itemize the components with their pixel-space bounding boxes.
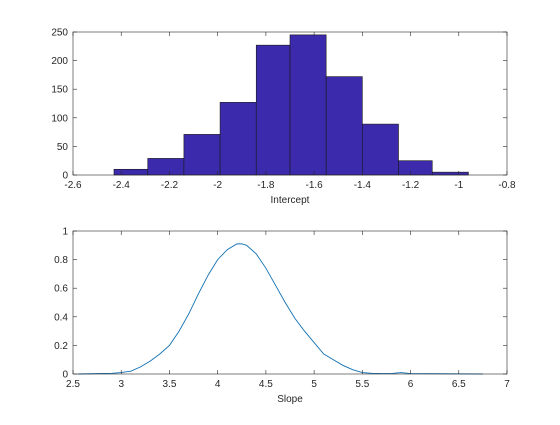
x-tick-label: 2.5 xyxy=(66,379,80,390)
x-tick-label: -2.4 xyxy=(113,180,131,191)
x-tick-label: 5.5 xyxy=(355,379,369,390)
histogram-bar xyxy=(255,44,291,176)
x-tick-label: 3 xyxy=(118,379,124,390)
y-tick-label: 1 xyxy=(62,227,68,238)
x-axis-label: Slope xyxy=(277,394,303,405)
x-tick-label: -2.2 xyxy=(161,180,179,191)
x-tick-label: -1.6 xyxy=(305,180,323,191)
x-tick-label: 6.5 xyxy=(452,379,466,390)
x-axis-label: Intercept xyxy=(271,195,310,206)
y-tick-label: 0.2 xyxy=(54,341,68,352)
axes-box xyxy=(72,31,508,176)
x-tick-label: 4.5 xyxy=(259,379,273,390)
histogram-bar xyxy=(219,102,257,176)
x-tick-label: 5 xyxy=(311,379,317,390)
y-tick-label: 150 xyxy=(51,85,68,96)
x-tick-label: 6 xyxy=(408,379,414,390)
y-tick-label: 200 xyxy=(51,56,68,67)
axes-2: 2.5 3 3.5 4 4.5 5 5.5 6 6.5 7 0 0.2 0.4 0.6 0.8 1 Slope xyxy=(54,227,510,406)
y-tick-label: 0 xyxy=(62,171,68,182)
density-line xyxy=(77,243,483,375)
x-tick-label: 7 xyxy=(504,379,510,390)
y-tick-label: 0.8 xyxy=(54,255,68,266)
x-tick-label: -1.8 xyxy=(257,180,275,191)
x-tick-label: -0.8 xyxy=(498,180,516,191)
x-tick-label: -1.2 xyxy=(402,180,420,191)
x-tick-label: 4 xyxy=(215,379,221,390)
histogram-bar xyxy=(362,123,399,176)
y-tick-label: 0.6 xyxy=(54,284,68,295)
x-tick-label: 3.5 xyxy=(162,379,176,390)
axes-1: -2.6 -2.4 -2.2 -2 -1.8 -1.6 -1.4 -1.2 -1 -0.8 0 50 1… xyxy=(51,28,516,207)
y-tick-label: 50 xyxy=(57,142,69,153)
x-tick-label: -2.6 xyxy=(64,180,82,191)
y-tick-label: 250 xyxy=(51,28,68,39)
x-tick-label: -2 xyxy=(213,180,222,191)
histogram-bar xyxy=(147,158,185,176)
y-tick-label: 100 xyxy=(51,113,68,124)
axes-box xyxy=(72,230,508,375)
histogram-bar xyxy=(289,34,327,176)
y-tick-label: 0 xyxy=(62,370,68,381)
x-tick-label: -1 xyxy=(454,180,463,191)
histogram-bar xyxy=(431,171,469,176)
histogram-bar xyxy=(183,134,221,176)
y-tick-label: 0.4 xyxy=(54,312,68,323)
histogram-bar xyxy=(325,76,363,176)
histogram-bar xyxy=(398,160,433,176)
x-tick-label: -1.4 xyxy=(354,180,372,191)
histogram-bar xyxy=(113,168,149,176)
